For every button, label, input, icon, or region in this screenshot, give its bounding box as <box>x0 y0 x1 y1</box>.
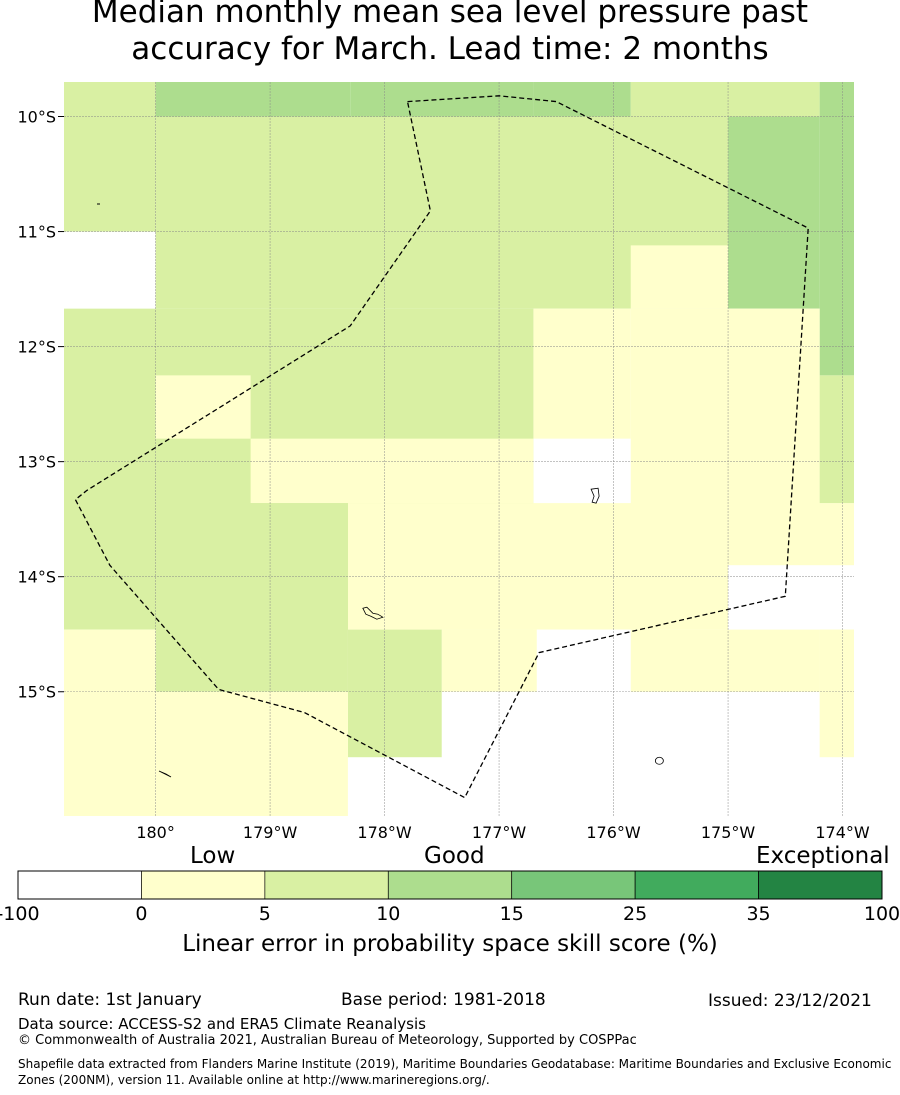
latitude-label: 14°S <box>17 568 56 587</box>
eez-boundary <box>74 95 809 799</box>
longitude-label: 174°W <box>815 823 870 842</box>
title-line-2: accuracy for March. Lead time: 2 months <box>131 31 769 67</box>
colorbar-tick-label: 10 <box>376 903 401 925</box>
island-outlines <box>97 203 664 778</box>
data-source: Data source: ACCESS-S2 and ERA5 Climate … <box>18 1015 426 1033</box>
latitude-label: 15°S <box>17 683 56 702</box>
latitude-label: 10°S <box>17 108 56 127</box>
skill-cell <box>250 438 534 504</box>
longitude-label: 178°W <box>357 823 412 842</box>
colorbar-segment <box>511 870 636 900</box>
skill-cell <box>441 629 537 692</box>
shapefile-credit-line-2: Zones (200NM), version 11. Available onl… <box>18 1073 490 1087</box>
skill-cell <box>441 691 854 816</box>
longitude-label: 176°W <box>586 823 641 842</box>
base-period: Base period: 1981-2018 <box>341 990 546 1010</box>
skill-score-cells <box>64 82 854 816</box>
colorbar-segment <box>17 870 142 900</box>
lat-lon-grid <box>64 82 854 816</box>
skill-cell <box>536 629 631 692</box>
colorbar-category-good: Good <box>424 843 485 869</box>
skill-cell <box>533 82 631 117</box>
shapefile-credit-line-1: Shapefile data extracted from Flanders M… <box>18 1057 892 1071</box>
colorbar-title: Linear error in probability space skill … <box>182 931 718 957</box>
skill-cell <box>155 82 351 117</box>
skill-cell <box>819 629 854 692</box>
colorbar-segment <box>758 870 883 900</box>
longitude-label: 177°W <box>472 823 527 842</box>
title-line-1: Median monthly mean sea level pressure p… <box>91 0 809 30</box>
copyright: © Commonwealth of Australia 2021, Austra… <box>18 1033 637 1048</box>
latitude-label: 12°S <box>17 338 56 357</box>
colorbar-tick-label: 15 <box>499 903 524 925</box>
skill-cell <box>347 757 442 816</box>
longitude-label: 175°W <box>701 823 756 842</box>
colorbar-category-low: Low <box>190 843 236 869</box>
skill-cell <box>630 82 820 117</box>
skill-cell <box>155 503 348 692</box>
longitude-label: 180° <box>136 823 175 842</box>
skill-cell <box>533 308 631 439</box>
colorbar-tick-label: 0 <box>135 903 148 925</box>
skill-cell <box>630 629 820 692</box>
skill-cell <box>64 82 156 232</box>
issued-date: Issued: 23/12/2021 <box>708 991 872 1011</box>
colorbar-outline <box>17 870 883 900</box>
run-date: Run date: 1st January <box>18 990 202 1010</box>
longitude-label: 179°W <box>243 823 298 842</box>
colorbar-segment <box>264 870 389 900</box>
island-outline <box>362 606 384 620</box>
chart-title: Median monthly mean sea level pressure p… <box>0 0 900 68</box>
colorbar-tick-label: 5 <box>258 903 271 925</box>
colorbar <box>17 870 883 900</box>
skill-cell <box>347 629 442 758</box>
skill-cell <box>155 691 348 816</box>
longitude-labels: 180° 179°W 178°W 177°W 176°W 175°W 174°W <box>136 823 870 842</box>
colorbar-segment <box>634 870 759 900</box>
skill-cell <box>64 629 156 816</box>
latitude-label: 13°S <box>17 453 56 472</box>
skill-cell <box>819 82 854 376</box>
skill-cell <box>819 375 854 504</box>
colorbar-segment <box>141 870 266 900</box>
skill-cell <box>728 565 854 630</box>
colorbar-tick-label: 100 <box>863 903 900 925</box>
skill-cell <box>728 116 820 309</box>
island-outline <box>158 770 172 778</box>
eez-boundary-line <box>74 95 809 799</box>
island-outline <box>590 487 600 504</box>
island-outline <box>654 756 664 765</box>
skill-cell <box>155 375 251 439</box>
latitude-label: 11°S <box>17 223 56 242</box>
colorbar-tick-label: 35 <box>746 903 771 925</box>
colorbar-category-exceptional: Exceptional <box>756 843 890 869</box>
skill-cell <box>819 757 854 816</box>
skill-cell <box>630 245 729 309</box>
colorbar-tick-label: -100 <box>0 903 40 925</box>
latitude-labels: 10°S 11°S 12°S 13°S 14°S 15°S <box>17 108 64 702</box>
colorbar-segment <box>387 870 513 900</box>
colorbar-tick-label: 25 <box>623 903 648 925</box>
